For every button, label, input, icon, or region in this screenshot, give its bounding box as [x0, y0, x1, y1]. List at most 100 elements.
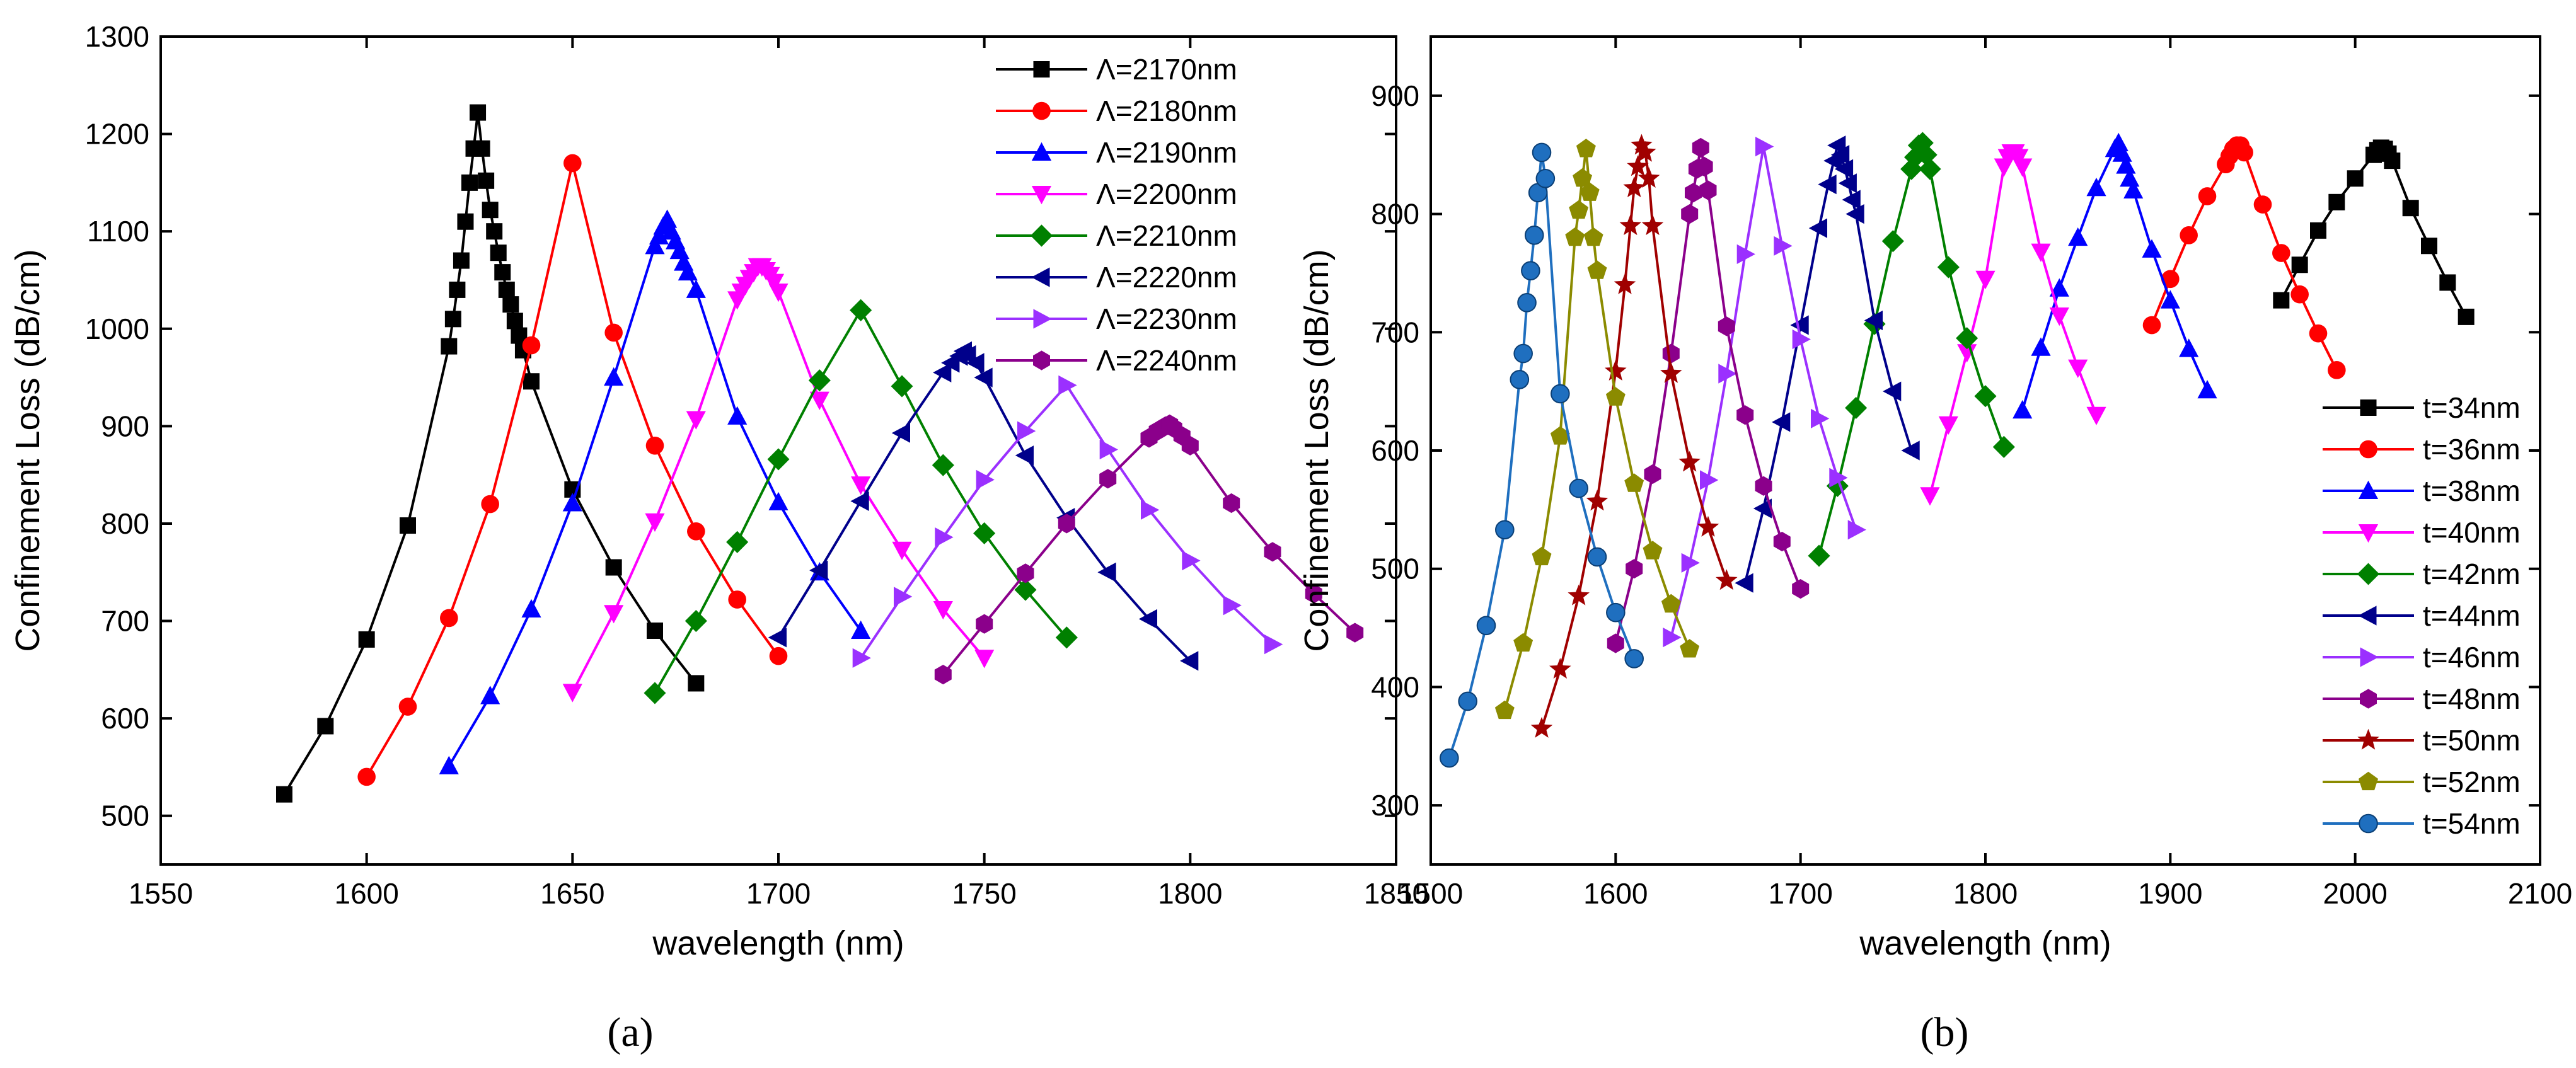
data-point: [2291, 256, 2308, 273]
data-point: [2086, 178, 2106, 197]
x-tick-label: 2100: [2508, 877, 2572, 910]
data-point: [1346, 623, 1364, 643]
data-point: [935, 527, 954, 548]
data-point: [1736, 405, 1754, 425]
series-7: [852, 375, 1283, 668]
series-2: [2142, 136, 2346, 379]
data-point: [453, 252, 470, 269]
x-tick-label: 1800: [1953, 877, 2018, 910]
series-line: [571, 265, 986, 693]
data-point: [644, 682, 666, 704]
data-point: [1510, 370, 1530, 389]
data-point: [2142, 316, 2161, 335]
data-point: [2197, 380, 2217, 399]
data-point: [473, 140, 490, 157]
data-point: [974, 367, 993, 388]
legend-entry-label: Λ=2170nm: [1096, 53, 1237, 86]
legend-marker: [2358, 480, 2379, 499]
data-point: [2458, 308, 2475, 325]
data-point: [1920, 487, 1940, 506]
x-tick-label: 1600: [334, 877, 398, 910]
data-point: [1847, 520, 1866, 540]
data-point: [809, 560, 828, 580]
data-point: [1264, 634, 1283, 655]
data-point: [2310, 222, 2326, 239]
data-point: [686, 411, 706, 430]
data-point: [851, 476, 871, 495]
data-point: [1181, 435, 1199, 456]
series-3: [2013, 132, 2217, 419]
data-point: [1223, 595, 1242, 616]
data-point: [522, 336, 541, 355]
data-point: [1605, 360, 1627, 381]
panel-label: (a): [607, 1009, 653, 1055]
data-point: [1808, 544, 1830, 567]
x-tick-label: 1900: [2138, 877, 2202, 910]
data-point: [976, 469, 995, 490]
x-axis-label: wavelength (nm): [1859, 924, 2111, 962]
data-point: [1099, 439, 1118, 460]
data-point: [1881, 230, 1904, 253]
legend-entry-label: t=54nm: [2423, 807, 2521, 840]
series-4: [1920, 144, 2106, 506]
data-point: [1058, 514, 1075, 534]
legend-marker: [2359, 813, 2378, 834]
data-point: [441, 338, 458, 355]
data-point: [767, 448, 790, 471]
data-point: [1458, 691, 1477, 711]
y-tick-label: 500: [1371, 553, 1419, 585]
data-point: [2253, 195, 2272, 214]
data-point: [891, 423, 910, 443]
data-point: [1772, 412, 1791, 432]
data-point: [1718, 364, 1737, 384]
y-tick-label: 1300: [85, 20, 149, 53]
series-line: [2151, 144, 2338, 371]
data-point: [1517, 293, 1537, 313]
data-point: [1681, 553, 1700, 573]
data-point: [2013, 399, 2033, 419]
data-point: [2049, 307, 2069, 326]
data-point: [1692, 137, 1709, 158]
data-point: [1992, 435, 2015, 458]
series-2: [357, 154, 788, 786]
data-point: [604, 605, 624, 624]
series-line: [1670, 146, 1857, 638]
series-line: [1614, 147, 1802, 644]
data-point: [933, 601, 953, 620]
x-tick-label: 1700: [746, 877, 811, 910]
data-point: [764, 273, 785, 292]
data-point: [852, 648, 871, 668]
data-point: [1627, 155, 1649, 176]
data-point: [523, 373, 540, 390]
data-point: [2180, 226, 2198, 244]
data-point: [1774, 236, 1793, 256]
panel-label: (b): [1920, 1009, 1969, 1055]
legend-entry-label: t=50nm: [2423, 724, 2521, 757]
data-point: [2108, 132, 2128, 151]
data-point: [502, 296, 519, 313]
data-point: [1264, 542, 1281, 562]
data-point: [1697, 515, 1719, 537]
data-point: [1624, 649, 1644, 669]
data-point: [2439, 274, 2456, 291]
data-point: [1619, 214, 1642, 236]
data-point: [1606, 602, 1626, 623]
data-point: [1792, 329, 1811, 350]
data-point: [562, 493, 582, 512]
data-point: [976, 614, 993, 634]
data-point: [1637, 167, 1660, 188]
data-point: [1476, 616, 1496, 636]
data-point: [1975, 270, 1996, 290]
x-tick-label: 1550: [129, 877, 193, 910]
data-point: [1700, 470, 1719, 490]
data-point: [1055, 626, 1078, 649]
data-point: [1573, 168, 1592, 187]
data-point: [686, 279, 706, 298]
legend-marker: [1031, 224, 1053, 247]
data-point: [521, 599, 541, 617]
y-tick-label: 300: [1371, 789, 1419, 822]
data-point: [684, 610, 707, 633]
data-point: [1551, 384, 1570, 404]
data-point: [1494, 700, 1515, 720]
data-point: [647, 622, 663, 639]
